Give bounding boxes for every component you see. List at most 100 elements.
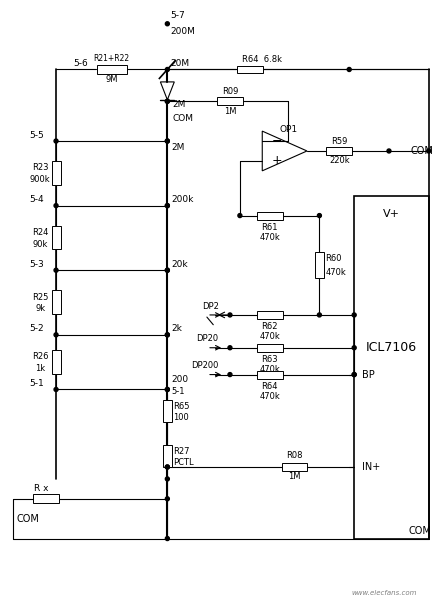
Text: 200M: 200M — [170, 27, 195, 36]
Circle shape — [165, 333, 169, 337]
Circle shape — [238, 213, 242, 218]
Text: 470k: 470k — [259, 233, 280, 242]
Circle shape — [165, 99, 169, 103]
Text: DP20: DP20 — [196, 334, 218, 343]
Circle shape — [387, 149, 391, 153]
Bar — [237, 66, 263, 74]
Circle shape — [317, 213, 321, 218]
Bar — [257, 344, 283, 352]
Text: 5-4: 5-4 — [29, 195, 43, 204]
Circle shape — [352, 313, 356, 317]
Text: 470k: 470k — [259, 332, 280, 341]
Text: R64: R64 — [261, 382, 278, 391]
Text: COM: COM — [16, 514, 39, 524]
Text: R27: R27 — [173, 447, 190, 455]
Bar — [51, 350, 60, 373]
Text: R24: R24 — [32, 228, 48, 237]
Circle shape — [54, 387, 58, 392]
Bar — [217, 97, 243, 105]
Text: 470k: 470k — [259, 392, 280, 401]
Text: R26: R26 — [32, 352, 48, 361]
Text: PCTL: PCTL — [173, 457, 194, 466]
Text: R63: R63 — [261, 355, 278, 364]
Text: 2k: 2k — [171, 324, 182, 333]
Text: R09: R09 — [222, 87, 238, 96]
Text: 1M: 1M — [288, 473, 301, 481]
Circle shape — [165, 387, 169, 392]
Circle shape — [165, 477, 169, 481]
Text: R21+R22: R21+R22 — [93, 54, 130, 63]
Circle shape — [165, 139, 169, 143]
Text: 470k: 470k — [259, 365, 280, 374]
Text: BP: BP — [362, 370, 375, 379]
Circle shape — [165, 99, 169, 103]
Text: R25: R25 — [32, 292, 48, 302]
Text: DP200: DP200 — [191, 361, 219, 370]
Bar — [282, 463, 308, 471]
Circle shape — [165, 204, 169, 208]
Text: 20k: 20k — [171, 260, 188, 268]
Circle shape — [165, 139, 169, 143]
Text: 2M: 2M — [173, 101, 186, 109]
Bar — [257, 211, 283, 219]
Circle shape — [165, 67, 169, 72]
Circle shape — [228, 313, 232, 317]
Text: COM: COM — [173, 114, 193, 123]
Text: R23: R23 — [32, 164, 48, 172]
Text: 200k: 200k — [171, 195, 194, 204]
Circle shape — [165, 536, 169, 541]
Circle shape — [165, 333, 169, 337]
Circle shape — [228, 373, 232, 376]
Text: ICL7106: ICL7106 — [366, 341, 417, 354]
Bar — [354, 196, 429, 539]
Text: COM: COM — [409, 525, 432, 536]
Circle shape — [165, 22, 169, 26]
Text: 200: 200 — [171, 375, 189, 384]
Circle shape — [352, 346, 356, 350]
Text: R59: R59 — [331, 137, 347, 145]
Text: 5-5: 5-5 — [29, 131, 43, 140]
Text: 5-1: 5-1 — [29, 379, 43, 388]
Circle shape — [352, 373, 356, 376]
Text: R x: R x — [34, 484, 48, 493]
Bar — [315, 253, 324, 278]
Circle shape — [352, 373, 356, 376]
Circle shape — [165, 204, 169, 208]
Text: 5-1: 5-1 — [171, 387, 185, 396]
Text: R62: R62 — [261, 322, 278, 332]
Circle shape — [165, 268, 169, 272]
Text: R61: R61 — [261, 223, 278, 232]
Text: 1M: 1M — [224, 107, 236, 116]
Circle shape — [54, 333, 58, 337]
Text: 9M: 9M — [105, 75, 118, 84]
Circle shape — [54, 268, 58, 272]
Bar — [163, 400, 172, 422]
Text: 470k: 470k — [325, 268, 346, 276]
Text: 90k: 90k — [33, 240, 48, 249]
Text: www.elecfans.com: www.elecfans.com — [351, 590, 417, 596]
Text: OP1: OP1 — [279, 124, 298, 134]
Text: R65: R65 — [173, 402, 190, 411]
Circle shape — [54, 139, 58, 143]
Text: 1k: 1k — [35, 364, 45, 373]
Circle shape — [317, 313, 321, 317]
Text: 5-2: 5-2 — [29, 324, 43, 333]
Bar — [51, 290, 60, 314]
Bar — [257, 311, 283, 319]
Text: 5-6: 5-6 — [73, 59, 88, 68]
Bar — [257, 371, 283, 379]
Text: IN+: IN+ — [362, 462, 380, 472]
Text: R60: R60 — [325, 254, 342, 263]
Text: R64  6.8k: R64 6.8k — [242, 55, 282, 64]
Bar — [51, 226, 60, 249]
Text: COM: COM — [411, 146, 434, 156]
Text: DP2: DP2 — [202, 302, 219, 311]
Bar — [51, 161, 60, 185]
Text: 5-7: 5-7 — [170, 11, 185, 20]
Circle shape — [165, 497, 169, 501]
Text: 20M: 20M — [170, 59, 190, 68]
Bar — [97, 65, 127, 74]
Circle shape — [165, 465, 169, 469]
Text: −: − — [271, 134, 282, 148]
Circle shape — [228, 346, 232, 350]
